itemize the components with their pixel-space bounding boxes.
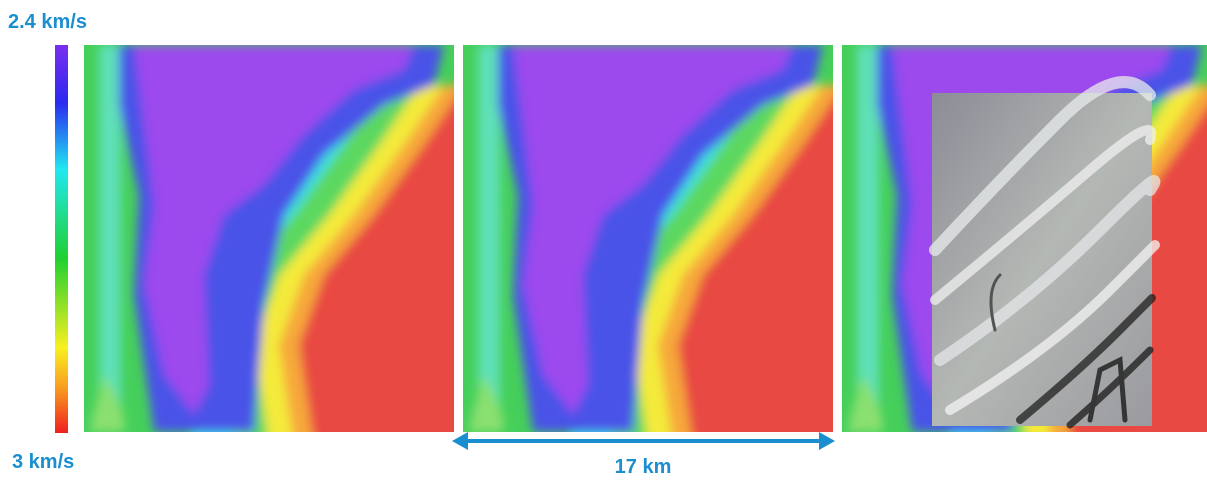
- figure: 2.4 km/s 3 km/s 17 km: [0, 0, 1207, 480]
- seismic-overlay: [932, 82, 1155, 426]
- scale-label: 17 km: [615, 456, 672, 478]
- colorbar: [55, 45, 68, 433]
- scale-arrow: [452, 432, 835, 450]
- colorbar-top-label: 2.4 km/s: [8, 11, 87, 33]
- colorbar-bottom-label: 3 km/s: [12, 451, 74, 473]
